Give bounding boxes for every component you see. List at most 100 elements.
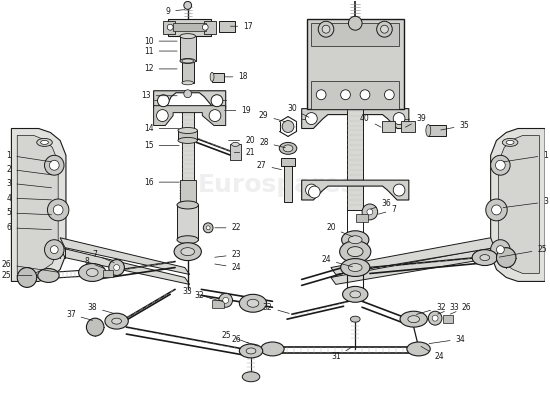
Circle shape [50,160,59,170]
Circle shape [45,240,64,260]
Text: 14: 14 [144,124,179,133]
Circle shape [340,90,350,100]
Ellipse shape [174,243,201,260]
Text: 18: 18 [224,72,248,81]
Circle shape [432,315,438,321]
Polygon shape [163,21,175,34]
Circle shape [53,205,63,215]
Text: 3: 3 [7,179,52,188]
Text: 20: 20 [326,223,353,237]
Circle shape [45,155,64,175]
Ellipse shape [180,34,195,39]
Text: 26: 26 [232,334,258,346]
Ellipse shape [239,344,263,358]
Circle shape [47,199,69,221]
Circle shape [384,90,394,100]
Polygon shape [281,158,295,166]
Ellipse shape [480,255,490,260]
Ellipse shape [79,264,106,282]
Text: 33: 33 [438,303,459,314]
Polygon shape [178,130,197,140]
Text: 7: 7 [378,206,396,214]
Circle shape [206,226,210,230]
Polygon shape [491,128,545,282]
Ellipse shape [38,268,59,282]
Circle shape [17,268,37,287]
Circle shape [318,21,334,37]
Text: 8: 8 [85,257,104,268]
Circle shape [202,24,208,30]
Text: 15: 15 [144,141,179,150]
Ellipse shape [178,128,197,134]
Ellipse shape [177,236,199,244]
Circle shape [184,1,191,9]
Ellipse shape [246,348,256,354]
Text: 30: 30 [287,104,309,117]
Text: 34: 34 [429,334,465,344]
Text: 3: 3 [503,198,548,208]
Ellipse shape [502,138,518,146]
Circle shape [157,95,169,107]
Ellipse shape [283,145,293,152]
Text: 32: 32 [416,303,446,314]
Circle shape [316,90,326,100]
Polygon shape [356,214,368,222]
Text: 27: 27 [257,161,282,170]
Text: Eurospares: Eurospares [198,173,356,197]
Polygon shape [382,120,395,132]
Text: 26: 26 [450,303,471,314]
Ellipse shape [261,342,284,356]
Polygon shape [12,128,66,282]
Text: 35: 35 [441,121,469,130]
Polygon shape [17,136,58,274]
Text: 20: 20 [228,136,255,145]
Text: 25: 25 [2,271,32,280]
Polygon shape [348,109,363,210]
Ellipse shape [349,264,362,272]
Ellipse shape [105,313,128,329]
Text: 37: 37 [66,310,92,320]
Polygon shape [428,124,446,136]
Polygon shape [182,61,194,83]
Circle shape [491,240,510,260]
Ellipse shape [279,142,297,154]
Ellipse shape [182,59,194,63]
Circle shape [360,90,370,100]
Polygon shape [498,136,540,274]
Text: 36: 36 [371,200,391,209]
Polygon shape [306,19,404,109]
Ellipse shape [178,138,197,143]
Polygon shape [212,300,224,308]
Polygon shape [229,144,241,160]
Text: 6: 6 [7,223,52,232]
Circle shape [114,264,119,270]
Polygon shape [331,238,494,274]
Text: 2: 2 [7,165,52,175]
Circle shape [377,21,392,37]
Polygon shape [302,109,409,128]
Text: 25: 25 [222,330,249,343]
Text: 38: 38 [87,303,114,314]
Circle shape [204,223,213,233]
Text: 12: 12 [144,64,177,74]
Ellipse shape [342,231,369,249]
Ellipse shape [37,138,52,146]
Polygon shape [182,109,194,200]
Text: 13: 13 [141,91,177,100]
Polygon shape [60,238,190,274]
Circle shape [381,25,388,33]
Polygon shape [168,19,211,36]
Text: 22: 22 [215,223,241,232]
Circle shape [157,110,168,122]
Text: 24: 24 [321,255,353,267]
Circle shape [367,209,373,215]
Ellipse shape [340,258,370,276]
Polygon shape [180,36,195,61]
Polygon shape [311,23,399,46]
Ellipse shape [407,342,430,356]
Circle shape [223,297,229,303]
Circle shape [209,110,221,122]
Circle shape [362,204,378,220]
Circle shape [322,25,330,33]
Polygon shape [219,21,235,32]
